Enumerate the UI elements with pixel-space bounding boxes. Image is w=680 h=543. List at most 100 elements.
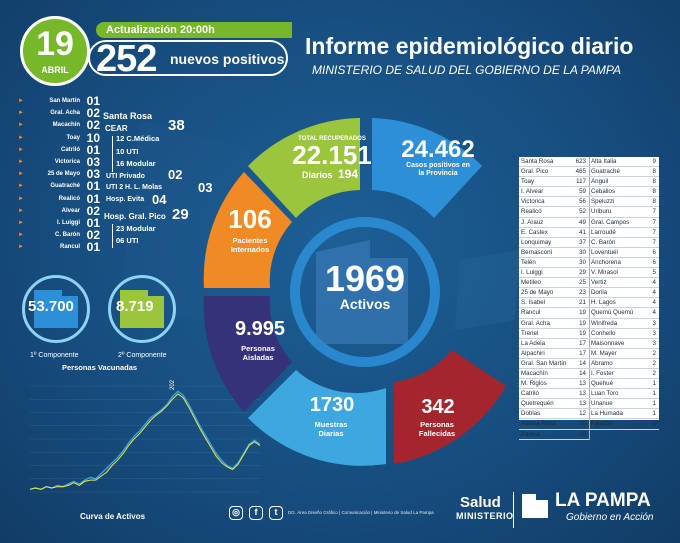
arrow-icon: ► [18,195,24,202]
table-row: Maisonnave 3 [589,339,659,349]
table-cell-locality: I. Foster [591,369,614,377]
table-row: La Adela 17 [519,339,589,349]
table-cell-locality: Uriburu [591,208,612,216]
locality-value: 03 [86,167,100,182]
positive-cases: 24.462 [401,136,475,163]
pico-label: Hosp. Gral. Pico [104,212,166,221]
table-cell-count: 52 [579,208,586,216]
table-cell-locality: Realicó [521,208,542,216]
table-row: Winifreda 3 [589,319,659,329]
table-cell-count: 7 [652,238,656,246]
curve-grid [30,385,260,493]
table-row: Conhello 3 [589,329,659,339]
instagram-icon[interactable]: ◎ [229,506,243,520]
brand-tagline: Gobierno en Acción [566,512,654,523]
cear-medica: 12 C.Médica [116,134,160,143]
table-cell-count: 12 [579,410,586,418]
report-subtitle: MINISTERIO DE SALUD DEL GOBIERNO DE LA P… [312,63,621,77]
locality-value: 01 [86,216,100,230]
table-row: Falucho 1 [589,419,659,430]
table-row: Dorila 4 [589,288,659,299]
locality-row: ► Rancul 01 [18,240,100,254]
table-cell-locality: Loventuél [591,248,618,256]
table-cell-count: 10 [579,420,586,428]
table-row: M. Riglos 13 [519,379,589,390]
table-row: Ceballos 8 [589,187,659,198]
table-cell-count: 13 [579,390,586,398]
table-cell-locality: 25 de Mayo [521,289,554,297]
cear-label: CEAR [105,124,128,133]
locality-row: ► San Martín 01 [18,94,100,108]
table-row: Metileo 25 [519,278,589,289]
pico-value: 29 [172,206,189,223]
table-cell-locality: Winifreda [591,319,618,327]
salud-label: Salud [460,494,501,511]
table-row: Victorica 56 [519,197,589,208]
fallecidas-segment [394,350,506,464]
table-row: Larroudé 7 [589,228,659,238]
arrow-icon: ► [18,244,24,251]
locality-name: I. Luiggi [57,220,80,226]
table-cell-locality: H. Lagos [591,299,616,307]
arrow-icon: ► [18,98,24,104]
table-row: Gral. Campos 7 [589,218,659,228]
table-row: Gral. San Martín 14 [519,359,589,369]
table-cell-count: 1 [652,400,656,408]
table-cell-locality: Macachín [521,369,548,377]
cases-table-left-column: Santa Rosa 623 Gral. Pico 465 Toay 117 I. Alve… [519,157,590,440]
ministerio-label: MINISTERIO [456,511,514,521]
table-cell-count: 4 [652,309,656,317]
table-row: H. Lagos 4 [589,298,659,309]
table-row: La Humada 1 [589,409,659,420]
table-cell-count: 19 [579,319,586,327]
table-cell-locality: Falucho [591,420,614,428]
table-cell-count: 8 [652,168,656,176]
twitter-icon[interactable]: t [269,506,283,520]
active-label: Activos [339,296,391,312]
table-cell-locality: Santa Rosa [521,158,554,165]
table-cell-count: 8 [652,178,656,186]
arrow-icon: ► [18,122,24,129]
table-row: Parera 10 [519,430,589,440]
locality-row: ► Gral. Acha 02 [18,106,100,120]
locality-row: ► C. Barón 02 [18,228,100,242]
pico-uti: 06 UTI [116,236,139,245]
table-cell-count: 7 [652,218,656,226]
curve-year-marker: 2021 [170,380,176,390]
table-cell-count: 19 [579,309,586,317]
table-cell-locality: V. Mirasol [591,269,618,277]
table-row: Anguil 8 [589,177,659,188]
table-cell-count: 59 [579,188,586,196]
cear-bracket [112,136,189,172]
aisladas-label: Personas Aisladas [241,344,275,362]
la-pampa-logo-icon [522,494,548,518]
table-cell-count: 7 [652,228,656,236]
table-cell-locality: Abramo [591,359,613,367]
table-cell-locality: La Adela [521,339,546,347]
table-cell-locality: Parera [521,430,540,438]
locality-name: Gral. Acha [50,110,80,117]
table-cell-count: 25 [579,279,586,287]
muestras-label: Muestras Diarias [314,420,348,438]
date-month: ABRIL [41,65,69,75]
cear-modular: 16 Modular [116,159,156,168]
vaccine-first-value: 53.700 [28,298,74,315]
table-cell-count: 623 [575,158,586,165]
table-row: Vertiz 4 [589,278,659,289]
table-row: Gral. Pico 465 [519,167,589,178]
facebook-icon[interactable]: f [249,506,263,520]
locality-name: C. Barón [54,232,80,239]
table-row: Rancul 19 [519,308,589,319]
table-row: Lonquimay 37 [519,238,589,248]
table-row: I. Foster 2 [589,369,659,380]
brand-name: LA PAMPA [555,490,651,511]
table-row: Quemú Quemú 4 [589,308,659,319]
table-cell-count: 2 [652,369,656,377]
table-cell-count: 41 [579,228,586,236]
new-positives-box [88,40,288,76]
table-cell-count: 3 [652,319,656,327]
arrow-icon: ► [18,171,24,178]
new-positives-label: nuevos positivos [170,51,285,67]
table-row: 25 de Mayo 23 [519,288,589,299]
locality-name: Macachín [52,122,80,129]
